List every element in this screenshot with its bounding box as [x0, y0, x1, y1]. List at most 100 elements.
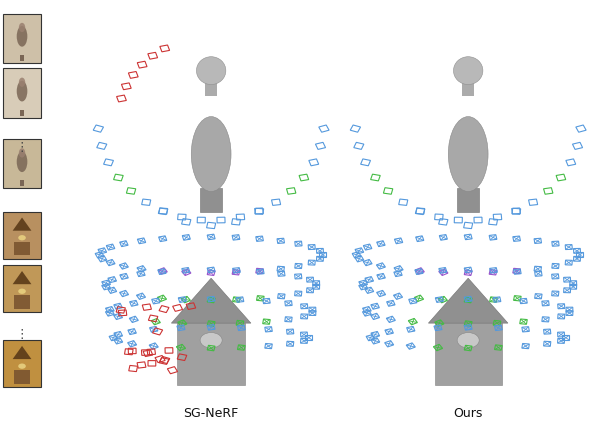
- Bar: [307, 277, 313, 282]
- Bar: [494, 325, 502, 330]
- Bar: [265, 343, 272, 349]
- Bar: [207, 270, 215, 276]
- Bar: [408, 318, 417, 325]
- Bar: [205, 81, 217, 96]
- Text: ⋮: ⋮: [16, 141, 28, 154]
- Bar: [371, 338, 379, 344]
- Bar: [313, 284, 319, 289]
- Bar: [236, 297, 244, 302]
- Bar: [149, 343, 159, 349]
- Bar: [395, 238, 403, 244]
- Ellipse shape: [19, 23, 25, 32]
- Bar: [108, 287, 117, 294]
- Bar: [200, 188, 222, 212]
- Bar: [173, 304, 182, 311]
- Bar: [265, 327, 272, 332]
- Bar: [3, 139, 41, 188]
- Bar: [237, 325, 245, 330]
- Bar: [465, 267, 472, 273]
- Bar: [232, 270, 240, 275]
- Bar: [129, 366, 138, 372]
- Bar: [300, 339, 307, 343]
- Text: Ours: Ours: [453, 407, 483, 420]
- Bar: [137, 362, 146, 368]
- Bar: [165, 348, 173, 353]
- Bar: [129, 348, 136, 354]
- Circle shape: [18, 363, 26, 369]
- Bar: [177, 214, 186, 220]
- Bar: [178, 297, 186, 303]
- Bar: [109, 335, 118, 341]
- Bar: [309, 307, 316, 312]
- Bar: [159, 358, 169, 364]
- Bar: [286, 329, 294, 334]
- Bar: [158, 268, 167, 274]
- Bar: [177, 354, 187, 360]
- Bar: [465, 321, 472, 326]
- Bar: [371, 303, 379, 309]
- Bar: [159, 208, 168, 214]
- Bar: [182, 269, 191, 276]
- Bar: [359, 280, 367, 286]
- Bar: [558, 332, 564, 337]
- Bar: [20, 55, 24, 61]
- Bar: [362, 310, 371, 316]
- Ellipse shape: [19, 77, 25, 87]
- Bar: [488, 219, 498, 225]
- Bar: [556, 174, 565, 181]
- Bar: [102, 280, 110, 286]
- Bar: [565, 244, 572, 250]
- Bar: [20, 181, 24, 186]
- Bar: [294, 274, 302, 279]
- Bar: [570, 281, 577, 285]
- Bar: [377, 273, 386, 279]
- Bar: [350, 125, 360, 132]
- Bar: [439, 219, 448, 225]
- Bar: [117, 95, 126, 102]
- Bar: [20, 110, 24, 116]
- Bar: [176, 344, 185, 351]
- Bar: [570, 284, 577, 289]
- Bar: [512, 208, 521, 214]
- Bar: [95, 252, 104, 258]
- Bar: [207, 296, 215, 302]
- Bar: [128, 329, 136, 335]
- Bar: [542, 301, 549, 306]
- Bar: [114, 303, 122, 309]
- Bar: [577, 253, 583, 257]
- Bar: [148, 361, 156, 366]
- Bar: [365, 276, 373, 282]
- Bar: [490, 297, 498, 302]
- Bar: [159, 306, 169, 312]
- Bar: [416, 208, 425, 214]
- Bar: [114, 338, 122, 344]
- Bar: [299, 174, 308, 181]
- Bar: [256, 268, 263, 273]
- Bar: [129, 71, 138, 78]
- Bar: [182, 268, 190, 273]
- Bar: [124, 349, 133, 355]
- Bar: [494, 345, 502, 350]
- Bar: [543, 329, 551, 334]
- Bar: [232, 235, 240, 240]
- Bar: [439, 269, 448, 276]
- Bar: [263, 298, 271, 303]
- Text: SG-NeRF: SG-NeRF: [184, 407, 239, 420]
- Bar: [522, 343, 529, 349]
- Bar: [14, 295, 30, 309]
- Bar: [385, 329, 394, 335]
- Bar: [406, 343, 416, 349]
- Bar: [565, 260, 572, 265]
- Bar: [535, 294, 542, 299]
- Bar: [454, 217, 463, 223]
- Bar: [462, 81, 474, 96]
- Bar: [300, 314, 308, 319]
- Bar: [158, 269, 166, 274]
- Bar: [294, 291, 302, 296]
- Bar: [308, 244, 315, 250]
- Bar: [233, 268, 241, 273]
- Bar: [143, 350, 153, 357]
- Bar: [3, 340, 41, 387]
- Bar: [465, 345, 472, 351]
- Bar: [120, 241, 128, 247]
